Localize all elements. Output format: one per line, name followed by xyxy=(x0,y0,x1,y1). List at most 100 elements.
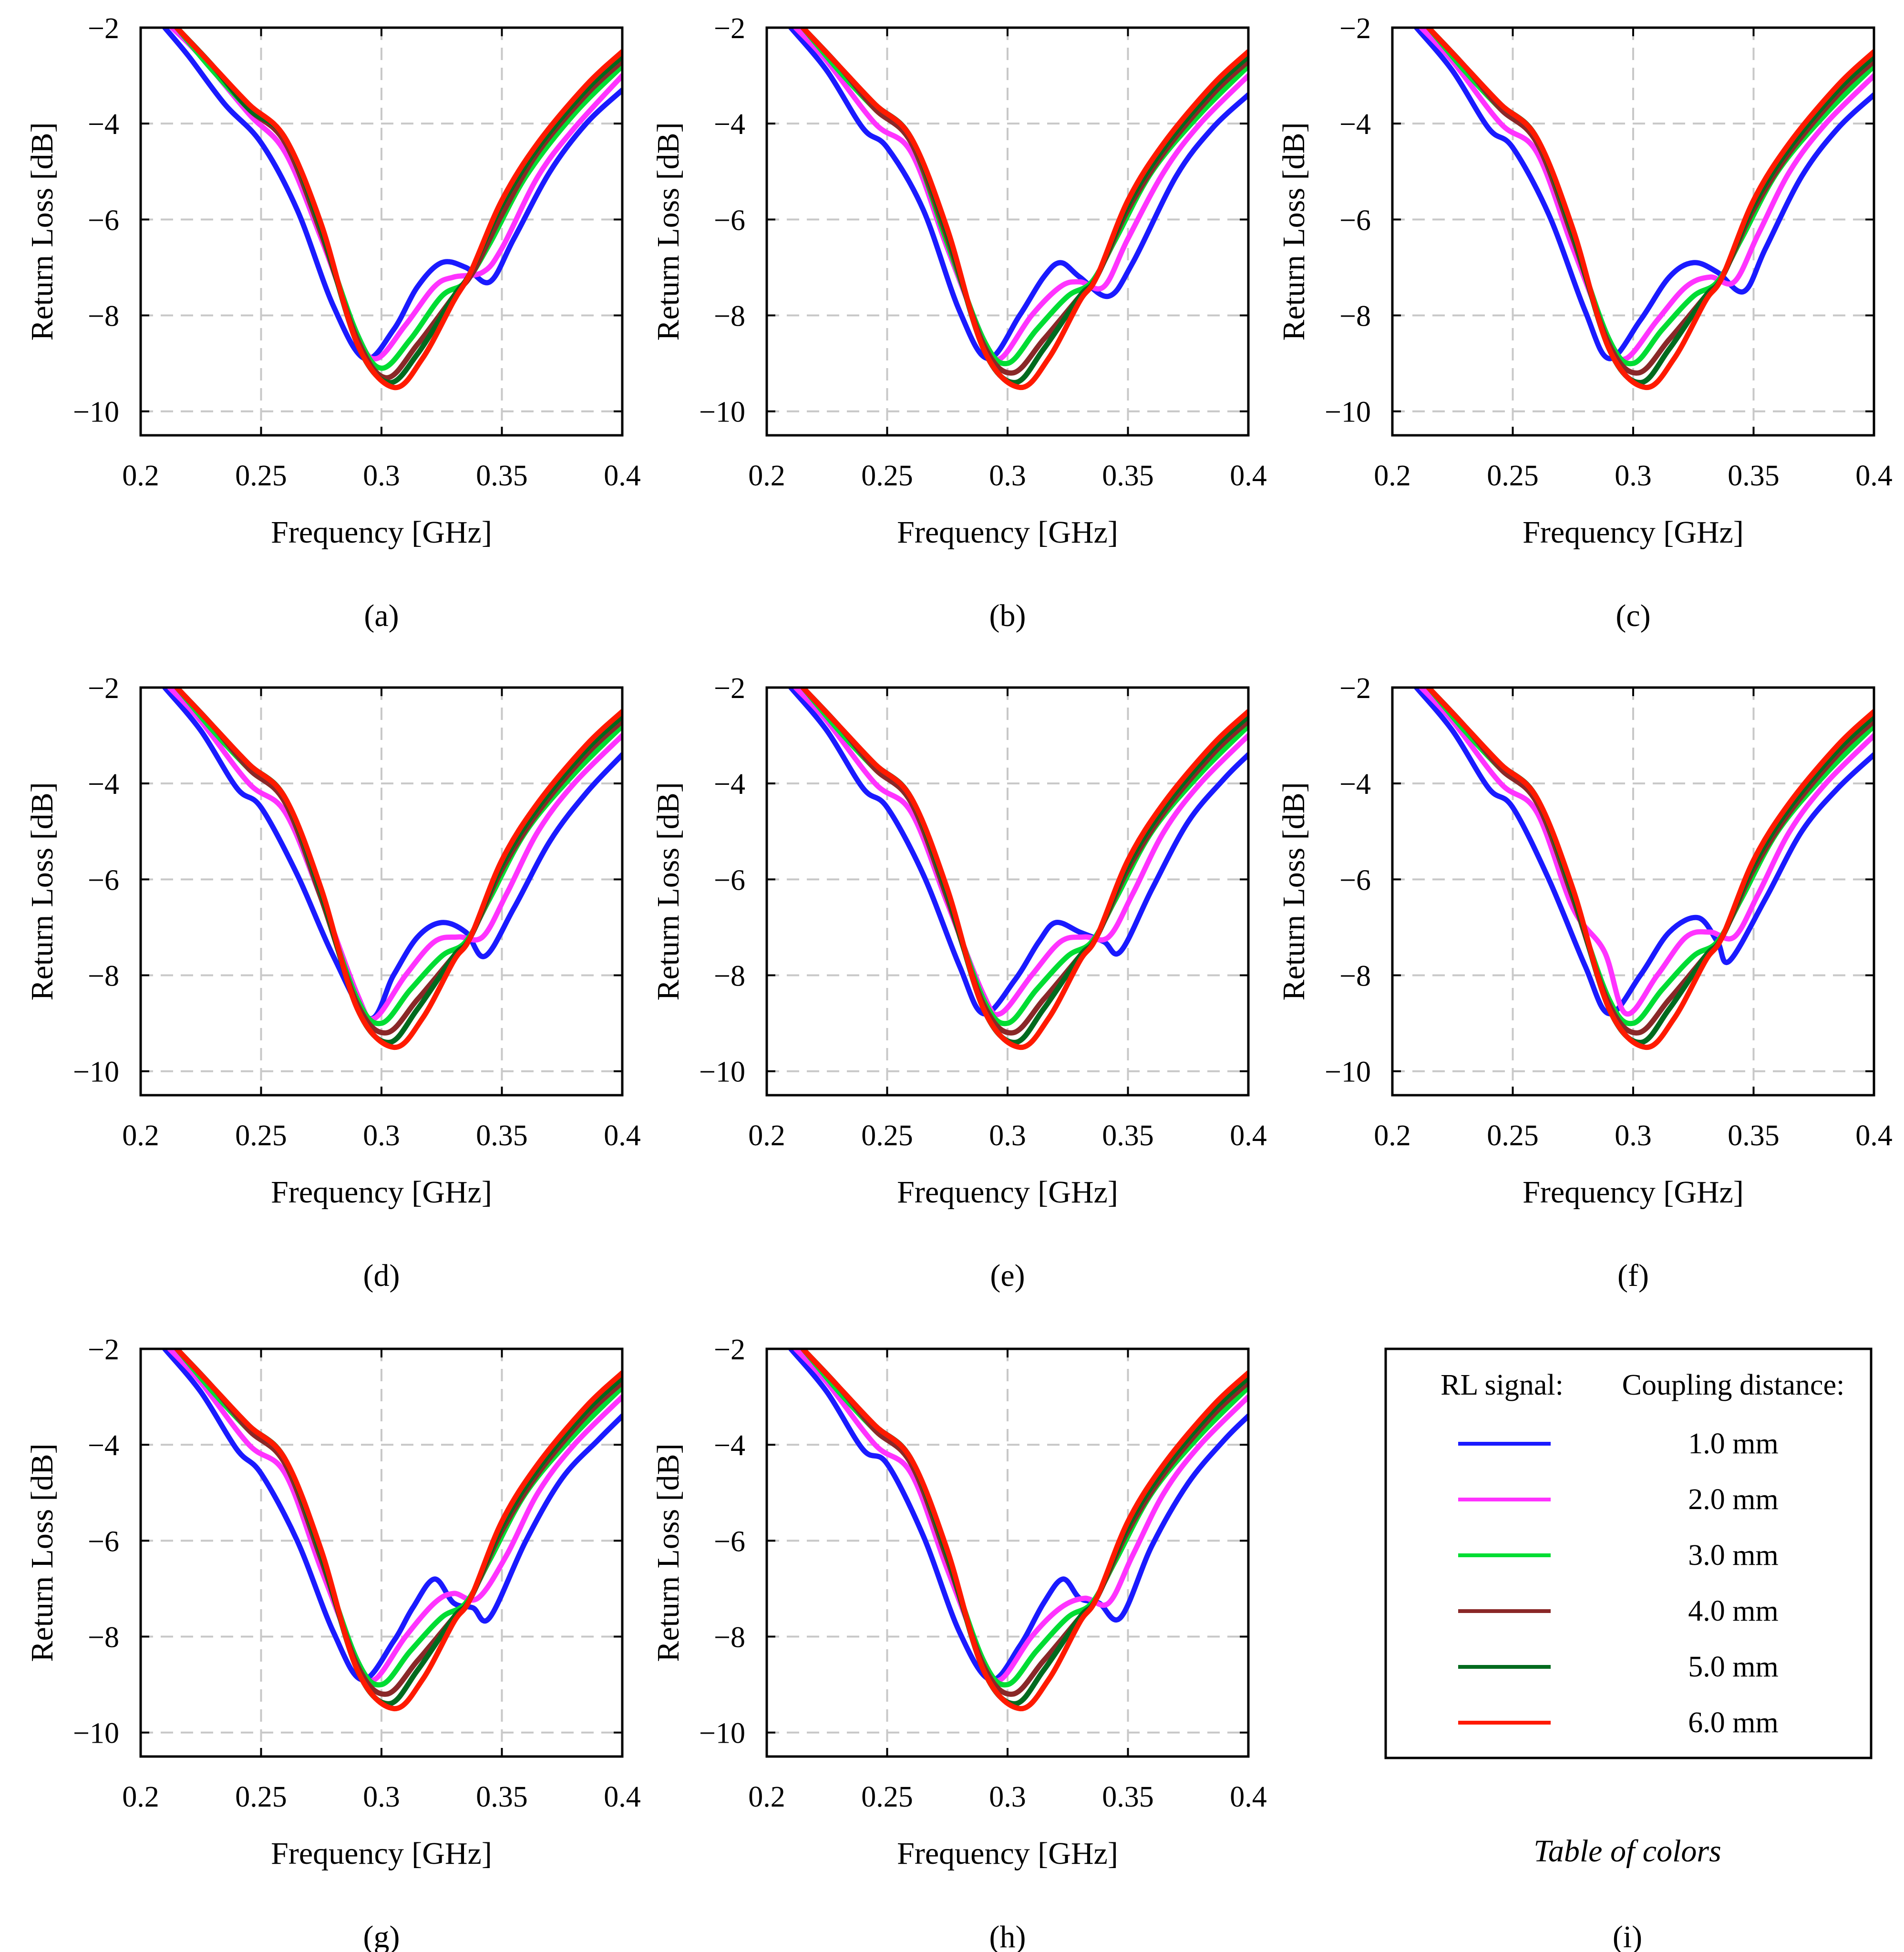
y-tick-label: −2 xyxy=(88,12,119,45)
chart-panel-a: 0.2 0.25 0.3 0.35 0.4 −2 −4 −6 −8 −10 Frequency [G… xyxy=(25,12,641,633)
y-tick-label: −6 xyxy=(88,204,119,236)
x-tick-label: 0.2 xyxy=(122,460,159,492)
series-line-5 xyxy=(174,688,622,1045)
y-tick-label: −10 xyxy=(73,396,119,429)
y-tick-label: −2 xyxy=(88,1334,119,1366)
x-tick-label: 0.4 xyxy=(604,460,641,492)
series-line-3 xyxy=(800,688,1248,1027)
x-axis-label: Frequency [GHz] xyxy=(897,1836,1118,1871)
x-tick-label: 0.4 xyxy=(1230,460,1267,492)
y-axis-label: Return Loss [dB] xyxy=(1276,782,1311,1000)
y-tick-label: −2 xyxy=(714,672,745,705)
y-tick-label: −6 xyxy=(1339,204,1371,236)
y-tick-label: −10 xyxy=(699,1717,745,1750)
x-tick-label: 0.4 xyxy=(1230,1120,1267,1152)
x-tick-label: 0.3 xyxy=(989,460,1026,492)
y-axis-label: Return Loss [dB] xyxy=(651,1443,686,1662)
series-line-4 xyxy=(800,688,1248,1036)
series-line-1 xyxy=(162,1349,622,1683)
y-tick-label: −8 xyxy=(714,1622,745,1654)
series-line-3 xyxy=(1426,688,1874,1027)
x-tick-label: 0.35 xyxy=(476,1781,528,1813)
panel-label: (g) xyxy=(363,1920,400,1952)
series-group xyxy=(788,1349,1248,1711)
panel-label: (h) xyxy=(989,1920,1026,1952)
series-group xyxy=(788,28,1248,390)
x-tick-label: 0.3 xyxy=(363,1120,400,1152)
series-line-1 xyxy=(162,688,622,1021)
series-line-6 xyxy=(174,1349,622,1711)
legend-distance-3: 3.0 mm xyxy=(1688,1539,1778,1572)
series-line-1 xyxy=(788,688,1248,1017)
y-tick-label: −10 xyxy=(73,1717,119,1750)
series-line-6 xyxy=(800,1349,1248,1711)
legend-caption: Table of colors xyxy=(1533,1834,1721,1869)
y-tick-label: −10 xyxy=(699,1056,745,1089)
panel-label: (e) xyxy=(990,1258,1025,1293)
panel-label: (f) xyxy=(1617,1258,1649,1293)
y-tick-label: −4 xyxy=(714,768,745,801)
series-line-3 xyxy=(800,28,1248,367)
y-tick-label: −2 xyxy=(88,672,119,705)
series-line-4 xyxy=(174,688,622,1036)
y-tick-label: −4 xyxy=(1339,768,1371,801)
x-tick-label: 0.2 xyxy=(122,1781,159,1813)
x-tick-label: 0.2 xyxy=(1374,460,1411,492)
series-line-2 xyxy=(793,28,1248,363)
y-tick-label: −10 xyxy=(1325,396,1371,429)
x-axis-label: Frequency [GHz] xyxy=(897,515,1118,550)
series-line-6 xyxy=(174,688,622,1050)
y-tick-label: −6 xyxy=(714,864,745,896)
y-tick-label: −4 xyxy=(1339,108,1371,141)
y-tick-label: −6 xyxy=(714,1525,745,1558)
x-tick-label: 0.2 xyxy=(1374,1120,1411,1152)
series-line-6 xyxy=(1426,688,1874,1050)
chart-panel-g: 0.2 0.25 0.3 0.35 0.4 −2 −4 −6 −8 −10 Frequency [G… xyxy=(25,1334,641,1952)
x-tick-label: 0.4 xyxy=(1855,460,1893,492)
series-line-2 xyxy=(1419,688,1874,1017)
y-tick-label: −6 xyxy=(1339,864,1371,896)
y-tick-label: −8 xyxy=(1339,960,1371,993)
y-tick-label: −6 xyxy=(88,1525,119,1558)
x-tick-label: 0.25 xyxy=(1487,460,1539,492)
y-axis-label: Return Loss [dB] xyxy=(651,782,686,1000)
y-tick-label: −10 xyxy=(699,396,745,429)
x-axis-label: Frequency [GHz] xyxy=(271,1836,492,1871)
series-line-2 xyxy=(167,1349,622,1684)
y-tick-label: −8 xyxy=(88,1622,119,1654)
x-tick-label: 0.35 xyxy=(1728,1120,1780,1152)
y-tick-label: −8 xyxy=(88,960,119,993)
series-line-2 xyxy=(793,1349,1248,1684)
x-tick-label: 0.25 xyxy=(235,460,287,492)
y-tick-label: −8 xyxy=(1339,300,1371,333)
y-tick-label: −4 xyxy=(88,1429,119,1462)
y-tick-label: −8 xyxy=(714,300,745,333)
y-tick-label: −4 xyxy=(714,1429,745,1462)
panel-label: (c) xyxy=(1616,598,1650,633)
series-line-2 xyxy=(169,28,622,362)
series-group xyxy=(1414,688,1874,1050)
x-axis-label: Frequency [GHz] xyxy=(271,1175,492,1210)
chart-panel-b: 0.2 0.25 0.3 0.35 0.4 −2 −4 −6 −8 −10 Frequency [G… xyxy=(651,12,1267,633)
y-tick-label: −10 xyxy=(73,1056,119,1089)
y-tick-label: −4 xyxy=(88,768,119,801)
y-axis-label: Return Loss [dB] xyxy=(25,782,60,1000)
series-line-1 xyxy=(788,1349,1248,1683)
series-line-4 xyxy=(1426,28,1874,376)
series-line-5 xyxy=(174,1349,622,1706)
x-tick-label: 0.2 xyxy=(748,1120,785,1152)
chart-panel-c: 0.2 0.25 0.3 0.35 0.4 −2 −4 −6 −8 −10 Frequency [G… xyxy=(1276,12,1893,633)
series-group xyxy=(162,1349,622,1711)
series-group xyxy=(162,688,622,1050)
y-axis-label: Return Loss [dB] xyxy=(25,122,60,340)
series-group xyxy=(1414,28,1874,390)
chart-panel-d: 0.2 0.25 0.3 0.35 0.4 −2 −4 −6 −8 −10 Frequency [G… xyxy=(25,672,641,1293)
series-line-5 xyxy=(174,28,622,385)
y-tick-label: −2 xyxy=(1339,12,1371,45)
x-tick-label: 0.35 xyxy=(476,1120,528,1152)
x-axis-label: Frequency [GHz] xyxy=(1523,515,1744,550)
legend-distance-2: 2.0 mm xyxy=(1688,1483,1778,1516)
legend-header-signal: RL signal: xyxy=(1441,1369,1564,1401)
y-tick-label: −2 xyxy=(714,12,745,45)
